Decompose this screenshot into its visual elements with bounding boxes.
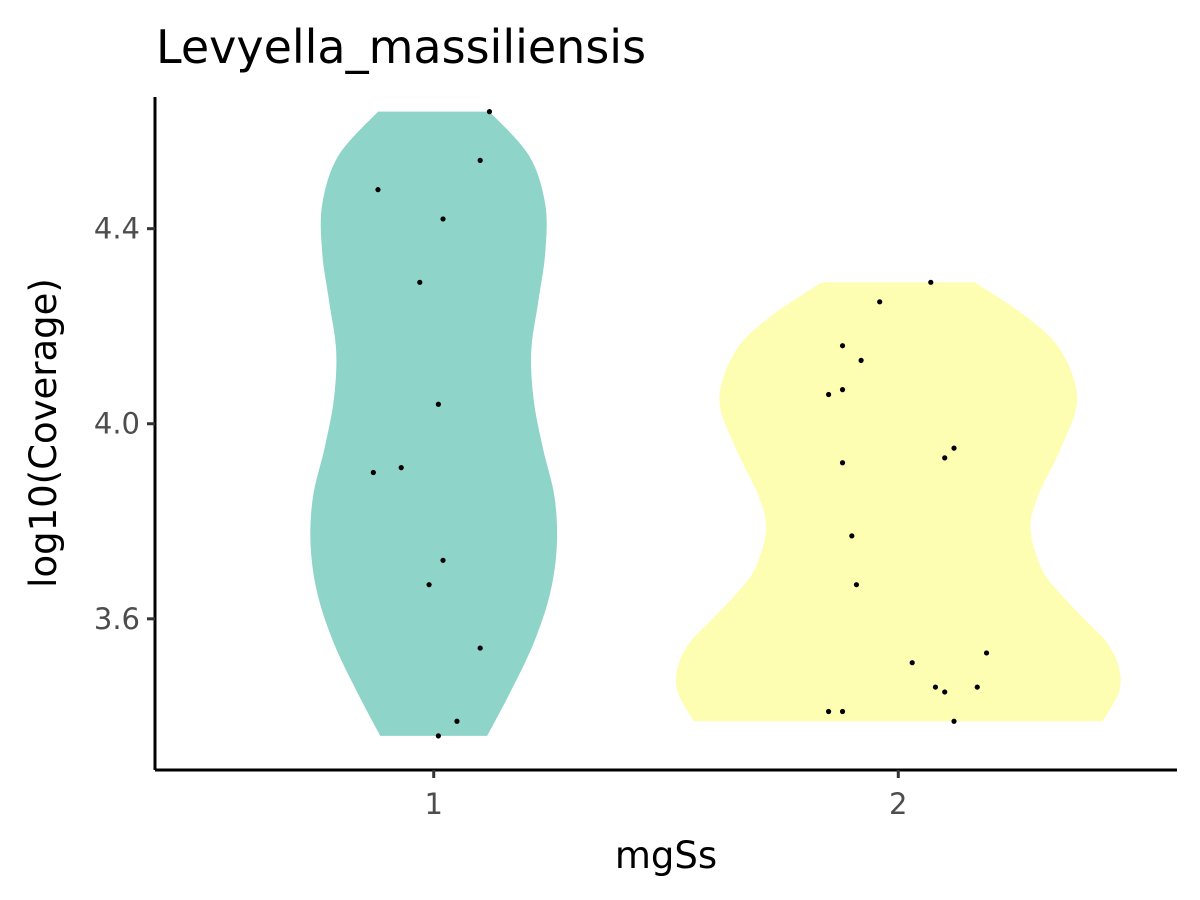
- data-point: [825, 708, 832, 715]
- data-point: [370, 469, 376, 476]
- data-point: [477, 645, 483, 651]
- y-axis-title: log10(Coverage): [22, 278, 65, 588]
- data-point: [983, 650, 990, 656]
- violin-1: [310, 111, 558, 736]
- y-axis-ticks: 3.6 4.0 4.4: [94, 212, 155, 636]
- x-tick-label: 2: [889, 787, 907, 821]
- data-point: [849, 533, 855, 539]
- data-point: [839, 460, 846, 466]
- data-point: [974, 684, 980, 690]
- data-point: [435, 733, 441, 739]
- data-point: [942, 455, 948, 461]
- violin-2: [675, 282, 1121, 722]
- data-point: [454, 718, 460, 724]
- data-point: [839, 708, 846, 715]
- chart-title: Levyella_massiliensis: [156, 20, 646, 74]
- data-point: [909, 660, 915, 666]
- data-point: [426, 582, 432, 588]
- data-point: [440, 557, 446, 563]
- data-point: [417, 279, 423, 285]
- data-point: [477, 157, 483, 163]
- data-point: [853, 582, 860, 588]
- x-tick-label: 1: [425, 787, 443, 821]
- y-tick-label: 4.4: [94, 212, 140, 246]
- plot-area: [310, 111, 1121, 736]
- data-point: [375, 187, 381, 193]
- data-point: [839, 387, 846, 393]
- data-point: [825, 391, 832, 398]
- data-point: [951, 718, 957, 724]
- data-point: [951, 445, 957, 451]
- data-point: [877, 299, 883, 305]
- data-point: [398, 465, 404, 471]
- data-points: [370, 109, 990, 739]
- data-point: [858, 357, 864, 363]
- data-point: [486, 109, 493, 115]
- x-axis-title: mgSs: [615, 834, 717, 877]
- data-point: [435, 401, 441, 407]
- data-point: [942, 689, 948, 695]
- data-point: [839, 343, 846, 349]
- data-point: [932, 684, 939, 690]
- data-point: [440, 216, 446, 222]
- data-point: [928, 279, 934, 285]
- y-tick-label: 3.6: [94, 602, 140, 636]
- y-tick-label: 4.0: [94, 407, 140, 441]
